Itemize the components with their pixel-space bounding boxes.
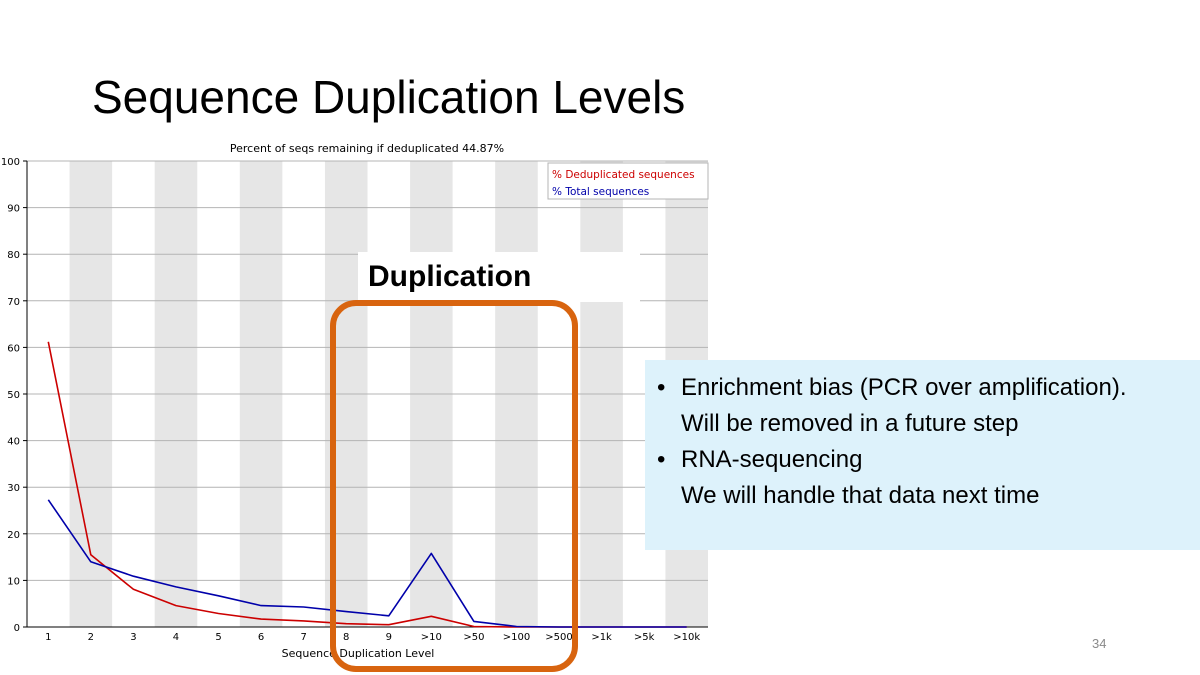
x-axis-ticks: 1 2 3 4 5 6 7 8 9 >10 >50 >100 >500 >1k >5k >10k [45, 632, 700, 643]
x-tick-label: 4 [173, 632, 179, 643]
y-tick-label: 70 [7, 297, 20, 308]
x-tick-label: >10k [673, 632, 700, 643]
chart-series-lines [47, 341, 687, 628]
y-tick-label: 90 [7, 204, 20, 215]
info-box: Enrichment bias (PCR over amplification)… [645, 360, 1200, 550]
info-bullet: RNA-sequencing We will handle that data … [657, 442, 1200, 514]
x-tick-label: 7 [300, 632, 306, 643]
x-tick-label: >10 [421, 632, 442, 643]
duplication-callout-label: Duplication [358, 252, 640, 302]
x-tick-label: >100 [503, 632, 530, 643]
x-tick-label: >50 [463, 632, 484, 643]
slide-title: Sequence Duplication Levels [92, 71, 686, 123]
x-tick-label: >500 [545, 632, 572, 643]
y-axis-ticks: 0 10 20 30 40 50 60 70 80 90 100 [1, 157, 27, 634]
x-tick-label: >5k [634, 632, 655, 643]
legend-entry: % Total sequences [552, 186, 649, 198]
y-tick-label: 100 [1, 157, 20, 168]
y-tick-label: 20 [7, 530, 20, 541]
y-tick-label: 10 [7, 576, 20, 587]
x-tick-label: >1k [591, 632, 612, 643]
info-bullet: Enrichment bias (PCR over amplification)… [657, 370, 1200, 442]
y-tick-label: 80 [7, 250, 20, 261]
x-tick-label: 9 [386, 632, 392, 643]
y-tick-label: 40 [7, 437, 20, 448]
legend-box [547, 162, 709, 200]
legend-entry: % Deduplicated sequences [552, 169, 695, 181]
info-bullet-line: We will handle that data next time [681, 482, 1040, 509]
y-tick-label: 30 [7, 483, 20, 494]
duplication-highlight-box [330, 300, 578, 672]
y-tick-label: 50 [7, 390, 20, 401]
x-axis-label: Sequence Duplication Level [282, 647, 435, 660]
x-tick-label: 6 [258, 632, 264, 643]
x-tick-label: 8 [343, 632, 349, 643]
y-tick-label: 0 [14, 623, 20, 634]
x-tick-label: 5 [215, 632, 221, 643]
chart-legend: % Deduplicated sequences % Total sequence… [547, 162, 709, 200]
page-number: 34 [1092, 636, 1107, 651]
info-bullet-list: Enrichment bias (PCR over amplification)… [655, 370, 1200, 514]
info-bullet-line: Will be removed in a future step [681, 410, 1019, 437]
series-line [47, 499, 687, 628]
x-tick-label: 1 [45, 632, 51, 643]
y-tick-label: 60 [7, 343, 20, 354]
x-tick-label: 3 [130, 632, 136, 643]
chart-title: Percent of seqs remaining if deduplicate… [230, 142, 504, 155]
info-bullet-line: RNA-sequencing [681, 446, 863, 473]
x-tick-label: 2 [88, 632, 94, 643]
info-bullet-line: Enrichment bias (PCR over amplification)… [681, 374, 1127, 401]
